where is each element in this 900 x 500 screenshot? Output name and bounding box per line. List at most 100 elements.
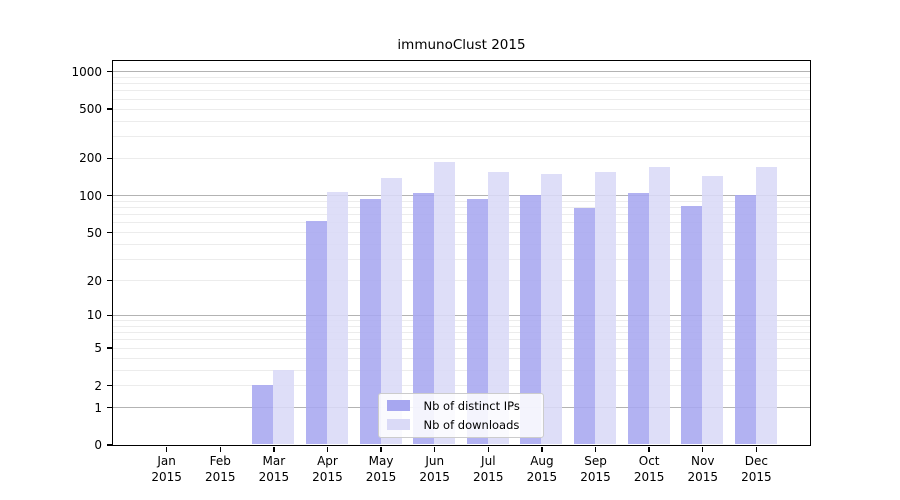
x-tick-label: Apr 2015 — [312, 454, 343, 484]
bar-downloads — [380, 177, 402, 445]
y-tick-label: 100 — [79, 188, 102, 203]
bar-downloads — [702, 175, 724, 445]
x-tick — [219, 446, 221, 452]
legend-label-distinct-ips: Nb of distinct IPs — [423, 398, 520, 413]
y-tick — [106, 347, 112, 349]
x-tick — [487, 446, 489, 452]
minor-gridline — [112, 200, 810, 202]
minor-gridline — [112, 332, 810, 334]
minor-gridline — [112, 369, 810, 371]
bar-distinct-ips — [574, 208, 596, 445]
y-tick — [106, 231, 112, 234]
minor-gridline — [112, 83, 810, 85]
x-tick — [165, 446, 168, 452]
y-tick — [106, 279, 112, 282]
bar-downloads — [541, 174, 563, 445]
legend-label-downloads: Nb of downloads — [423, 417, 520, 432]
minor-gridline — [112, 232, 810, 234]
y-tick-label: 2 — [94, 378, 102, 393]
bar-distinct-ips — [627, 193, 649, 445]
y-tick — [106, 314, 112, 317]
x-tick-label: Mar 2015 — [258, 454, 290, 484]
legend-entry-downloads: Nb of downloads — [386, 417, 537, 433]
y-tick — [106, 444, 112, 446]
minor-gridline — [112, 108, 810, 110]
minor-gridline — [112, 280, 810, 281]
bar-downloads — [595, 171, 617, 445]
bar-distinct-ips — [305, 220, 327, 445]
y-tick — [106, 71, 112, 73]
x-tick — [541, 446, 543, 452]
bar-downloads — [487, 172, 509, 445]
x-tick — [648, 446, 650, 452]
x-tick-label: Aug 2015 — [526, 454, 558, 484]
x-tick-label: Jan 2015 — [151, 454, 182, 484]
bar-downloads — [648, 167, 670, 445]
legend-entry-distinct-ips: Nb of distinct IPs — [386, 398, 537, 414]
minor-gridline — [112, 339, 810, 341]
x-tick-label: May 2015 — [365, 454, 397, 484]
major-gridline — [112, 71, 810, 73]
legend-swatch-distinct-ips — [386, 400, 410, 411]
x-tick — [326, 446, 329, 452]
minor-gridline — [112, 214, 810, 216]
legend-swatch-downloads — [386, 419, 410, 430]
x-tick-label: Oct 2015 — [633, 454, 665, 484]
bar-distinct-ips — [520, 195, 542, 445]
minor-gridline — [112, 120, 810, 122]
x-tick — [702, 446, 704, 452]
minor-gridline — [112, 207, 810, 209]
x-tick-label: Jun 2015 — [419, 454, 450, 484]
bar-distinct-ips — [252, 385, 274, 445]
x-tick — [594, 446, 597, 452]
bar-distinct-ips — [359, 199, 381, 445]
y-tick-label: 50 — [86, 225, 102, 240]
x-tick — [755, 446, 758, 452]
major-gridline — [112, 195, 810, 197]
y-tick — [106, 194, 112, 197]
minor-gridline — [112, 347, 810, 349]
x-tick-label: Feb 2015 — [204, 454, 236, 484]
minor-gridline — [112, 320, 810, 322]
y-tick-label: 1000 — [71, 64, 102, 79]
minor-gridline — [112, 385, 810, 387]
bar-downloads — [755, 167, 777, 445]
y-tick — [106, 384, 112, 387]
y-tick-label: 5 — [94, 341, 102, 356]
plot-canvas — [112, 61, 810, 445]
bar-downloads — [273, 369, 295, 445]
y-tick-label: 500 — [79, 102, 102, 117]
x-tick — [433, 446, 436, 452]
plot-area: Nb of distinct IPs Nb of downloads — [111, 59, 811, 446]
legend: Nb of distinct IPs Nb of downloads — [377, 392, 544, 438]
x-tick-label: Nov 2015 — [687, 454, 719, 484]
minor-gridline — [112, 325, 810, 327]
minor-gridline — [112, 76, 810, 78]
x-tick-label: Dec 2015 — [741, 454, 772, 484]
x-tick-label: Jul 2015 — [473, 454, 504, 484]
chart-title: immunoClust 2015 — [397, 37, 526, 53]
y-tick — [106, 157, 112, 160]
minor-gridline — [112, 136, 810, 138]
minor-gridline — [112, 243, 810, 245]
bar-downloads — [326, 191, 348, 445]
y-tick-label: 200 — [79, 151, 102, 166]
bar-downloads — [434, 162, 456, 445]
minor-gridline — [112, 90, 810, 92]
bar-distinct-ips — [681, 205, 703, 445]
minor-gridline — [112, 98, 810, 100]
x-tick — [273, 446, 275, 452]
y-tick — [106, 406, 112, 409]
bar-distinct-ips — [734, 195, 756, 445]
x-tick-label: Sep 2015 — [580, 454, 611, 484]
minor-gridline — [112, 357, 810, 359]
minor-gridline — [112, 157, 810, 159]
minor-gridline — [112, 222, 810, 224]
x-tick — [380, 446, 382, 452]
y-tick-label: 20 — [86, 273, 102, 288]
bar-distinct-ips — [413, 193, 435, 445]
y-tick — [106, 108, 112, 110]
y-tick-label: 10 — [86, 308, 102, 323]
bar-distinct-ips — [466, 199, 488, 445]
